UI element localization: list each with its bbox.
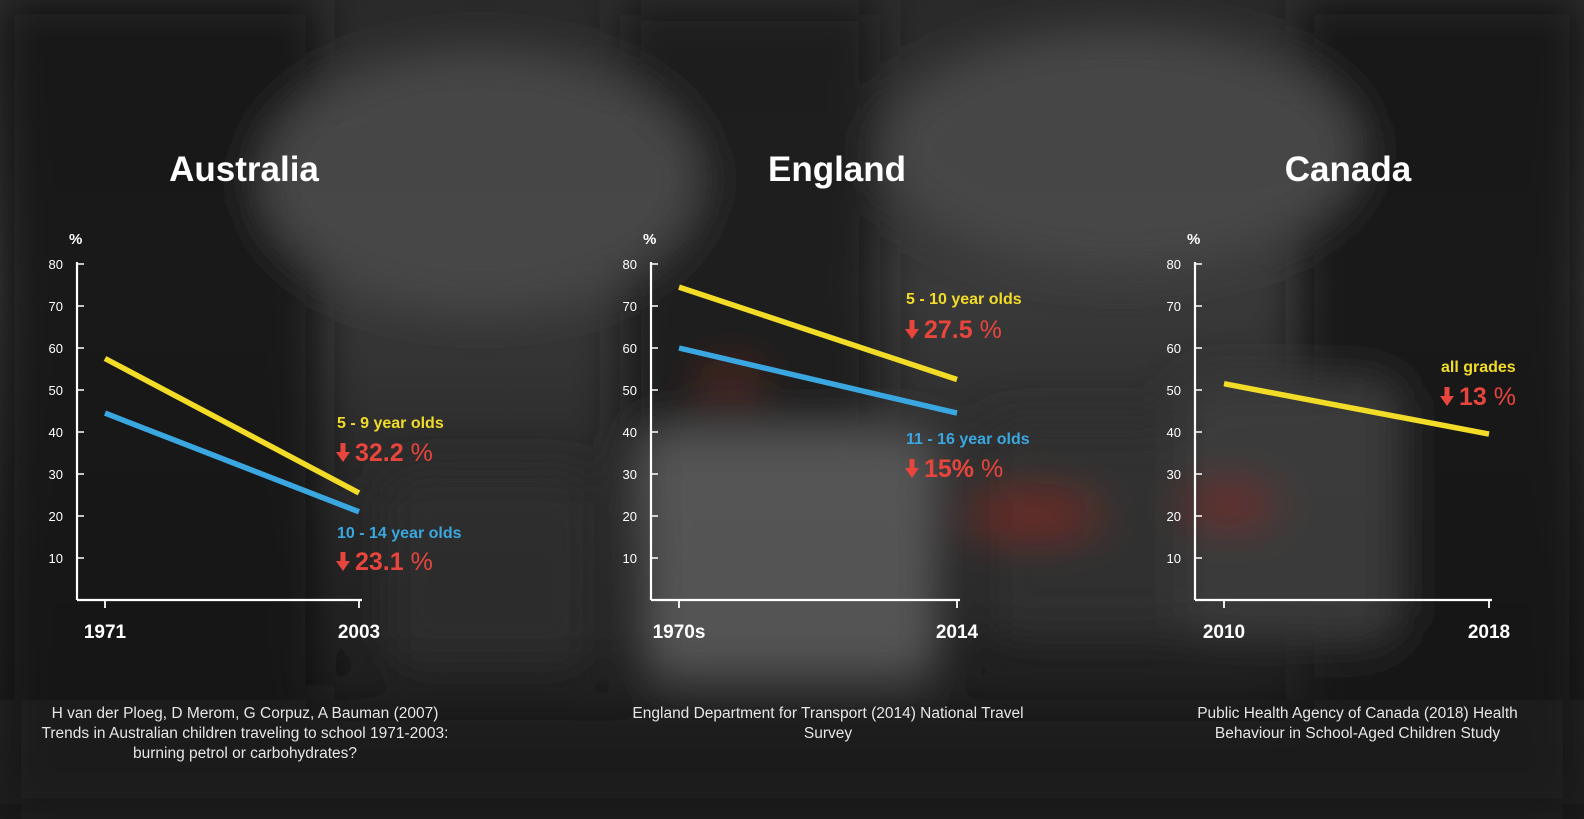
y-tick-label: 50 xyxy=(49,383,63,398)
chart-australia: Australia% 10 20 30 40 50 60 70 80 1971 2003 5 - 9 … xyxy=(49,150,462,643)
series-label: 10 - 14 year olds xyxy=(337,525,462,542)
y-tick-label: 30 xyxy=(49,467,63,482)
series-line-2 xyxy=(678,345,958,416)
citation-canada: Public Health Agency of Canada (2018) He… xyxy=(1197,705,1518,742)
y-tick-label: 40 xyxy=(623,425,637,440)
y-tick-label: 40 xyxy=(1167,425,1181,440)
series-label: 5 - 9 year olds xyxy=(337,415,444,432)
chart-england: England% 10 20 30 40 50 60 70 80 1970s 2014 5 - 10 … xyxy=(623,150,1030,643)
citation-england: England Department for Transport (2014) … xyxy=(632,705,1024,742)
y-tick-label: 60 xyxy=(623,341,637,356)
x-tick-label: 2014 xyxy=(936,622,979,643)
series-label: 11 - 16 year olds xyxy=(906,431,1030,448)
y-tick-label: 20 xyxy=(1167,509,1181,524)
series-line-1 xyxy=(1223,380,1490,437)
down-arrow-icon xyxy=(905,320,919,339)
y-tick-label: 50 xyxy=(1167,383,1181,398)
chart-title: Canada xyxy=(1285,150,1412,189)
x-tick-label: 1970s xyxy=(653,622,706,643)
y-axis-unit-label: % xyxy=(643,231,656,248)
y-tick-label: 80 xyxy=(49,257,63,272)
y-tick-label: 10 xyxy=(1167,551,1181,566)
y-tick-label: 80 xyxy=(1167,257,1181,272)
change-value: 13 % xyxy=(1459,383,1516,411)
y-tick-label: 70 xyxy=(49,299,63,314)
y-tick-label: 70 xyxy=(623,299,637,314)
series-label: 5 - 10 year olds xyxy=(906,291,1022,308)
chart-title: England xyxy=(768,150,906,189)
y-axis-unit-label: % xyxy=(1187,231,1200,248)
series-line-1 xyxy=(678,284,958,383)
x-tick-label: 2010 xyxy=(1203,622,1245,643)
change-value: 27.5 % xyxy=(924,316,1002,344)
y-tick-label: 30 xyxy=(1167,467,1181,482)
chart-title: Australia xyxy=(169,150,319,189)
x-tick-label: 2003 xyxy=(338,622,380,643)
down-arrow-icon xyxy=(905,459,919,478)
down-arrow-icon xyxy=(336,443,350,462)
down-arrow-icon xyxy=(1440,387,1454,406)
y-tick-label: 20 xyxy=(623,509,637,524)
citation-australia: H van der Ploeg, D Merom, G Corpuz, A Ba… xyxy=(41,705,449,762)
y-tick-label: 70 xyxy=(1167,299,1181,314)
y-axis-unit-label: % xyxy=(69,231,82,248)
y-tick-label: 10 xyxy=(49,551,63,566)
y-tick-label: 10 xyxy=(623,551,637,566)
y-tick-label: 20 xyxy=(49,509,63,524)
chart-canada: Canada% 10 20 30 40 50 60 70 80 2010 2018 all grade… xyxy=(1167,150,1516,643)
x-tick-label: 1971 xyxy=(84,622,127,643)
y-tick-label: 50 xyxy=(623,383,637,398)
series-line-2 xyxy=(104,410,360,515)
y-tick-label: 60 xyxy=(1167,341,1181,356)
y-tick-label: 30 xyxy=(623,467,637,482)
x-tick-label: 2018 xyxy=(1468,622,1510,643)
change-value: 23.1 % xyxy=(355,548,433,576)
change-value: 15% % xyxy=(924,455,1003,483)
y-tick-label: 60 xyxy=(49,341,63,356)
series-line-1 xyxy=(103,356,361,496)
down-arrow-icon xyxy=(336,552,350,571)
change-value: 32.2 % xyxy=(355,439,433,467)
y-tick-label: 40 xyxy=(49,425,63,440)
y-tick-label: 80 xyxy=(623,257,637,272)
series-label: all grades xyxy=(1441,359,1516,376)
